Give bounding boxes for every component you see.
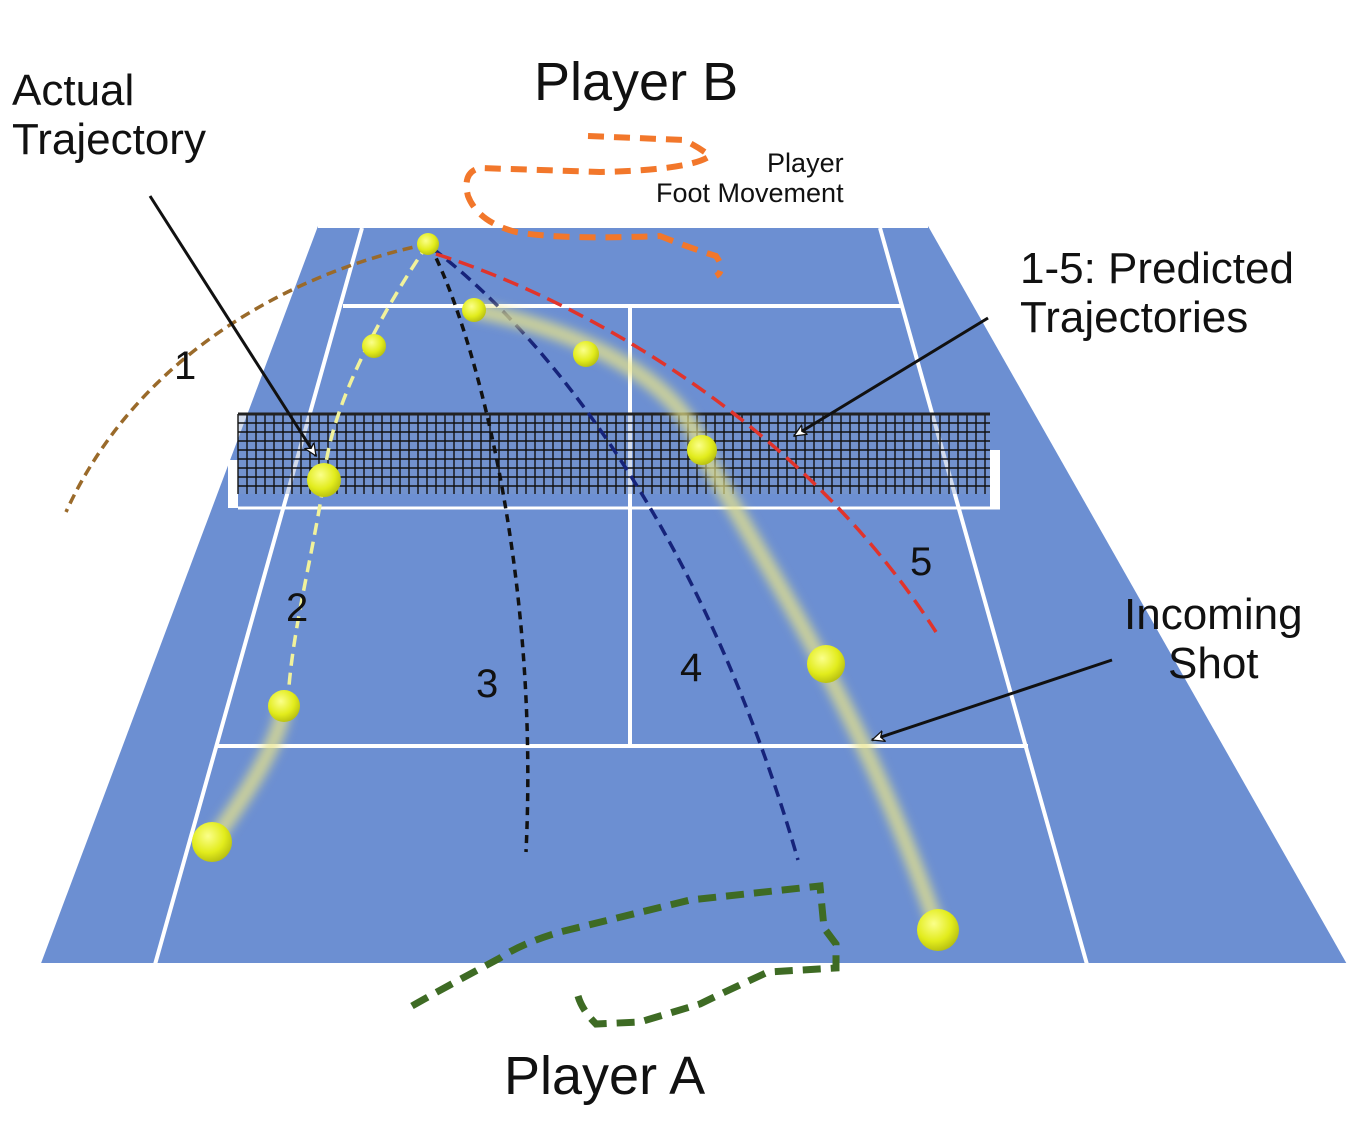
ball bbox=[807, 645, 845, 683]
ball bbox=[573, 341, 599, 367]
trajectory-number-1: 1 bbox=[174, 344, 197, 388]
trajectory-number-2: 2 bbox=[286, 586, 309, 630]
net-post-left bbox=[228, 460, 238, 508]
player-a-foot-movement bbox=[410, 882, 840, 1028]
balls bbox=[192, 233, 959, 951]
predicted-trajectory-3 bbox=[428, 245, 530, 853]
ball bbox=[307, 463, 341, 497]
incoming-shot-arrow bbox=[872, 658, 1113, 740]
ball bbox=[192, 822, 232, 862]
net bbox=[237, 412, 990, 494]
ball bbox=[268, 690, 300, 722]
trajectory-number-5: 5 bbox=[910, 540, 933, 584]
predicted-trajectory-4 bbox=[430, 246, 800, 861]
player-a-label: Player A bbox=[504, 1046, 706, 1106]
net-post-right bbox=[990, 450, 1000, 508]
actual-trajectory-arrow bbox=[148, 195, 318, 456]
predicted-trajectory-1 bbox=[64, 242, 429, 513]
player-b-foot-movement bbox=[463, 133, 724, 279]
incoming-shot-label: Incoming Shot bbox=[1124, 590, 1303, 689]
court bbox=[40, 224, 1348, 969]
ball bbox=[462, 298, 486, 322]
trajectory-number-4: 4 bbox=[680, 646, 703, 690]
right-singles-sideline bbox=[878, 227, 1090, 969]
predicted-trajectories-arrow bbox=[794, 316, 989, 438]
court-surface bbox=[40, 226, 1348, 966]
ball bbox=[687, 435, 717, 465]
player-b-label: Player B bbox=[534, 52, 739, 112]
left-singles-sideline bbox=[152, 227, 364, 969]
ball bbox=[362, 334, 386, 358]
predicted-trajectories-label: 1-5: Predicted Trajectories bbox=[1020, 244, 1294, 343]
foot-movement-label: Player Foot Movement bbox=[656, 148, 844, 209]
predicted-trajectory-5 bbox=[435, 252, 938, 633]
ball bbox=[917, 909, 959, 951]
trajectory-number-3: 3 bbox=[476, 662, 499, 706]
ball bbox=[417, 233, 439, 255]
actual-trajectory-label: Actual Trajectory bbox=[12, 66, 206, 165]
